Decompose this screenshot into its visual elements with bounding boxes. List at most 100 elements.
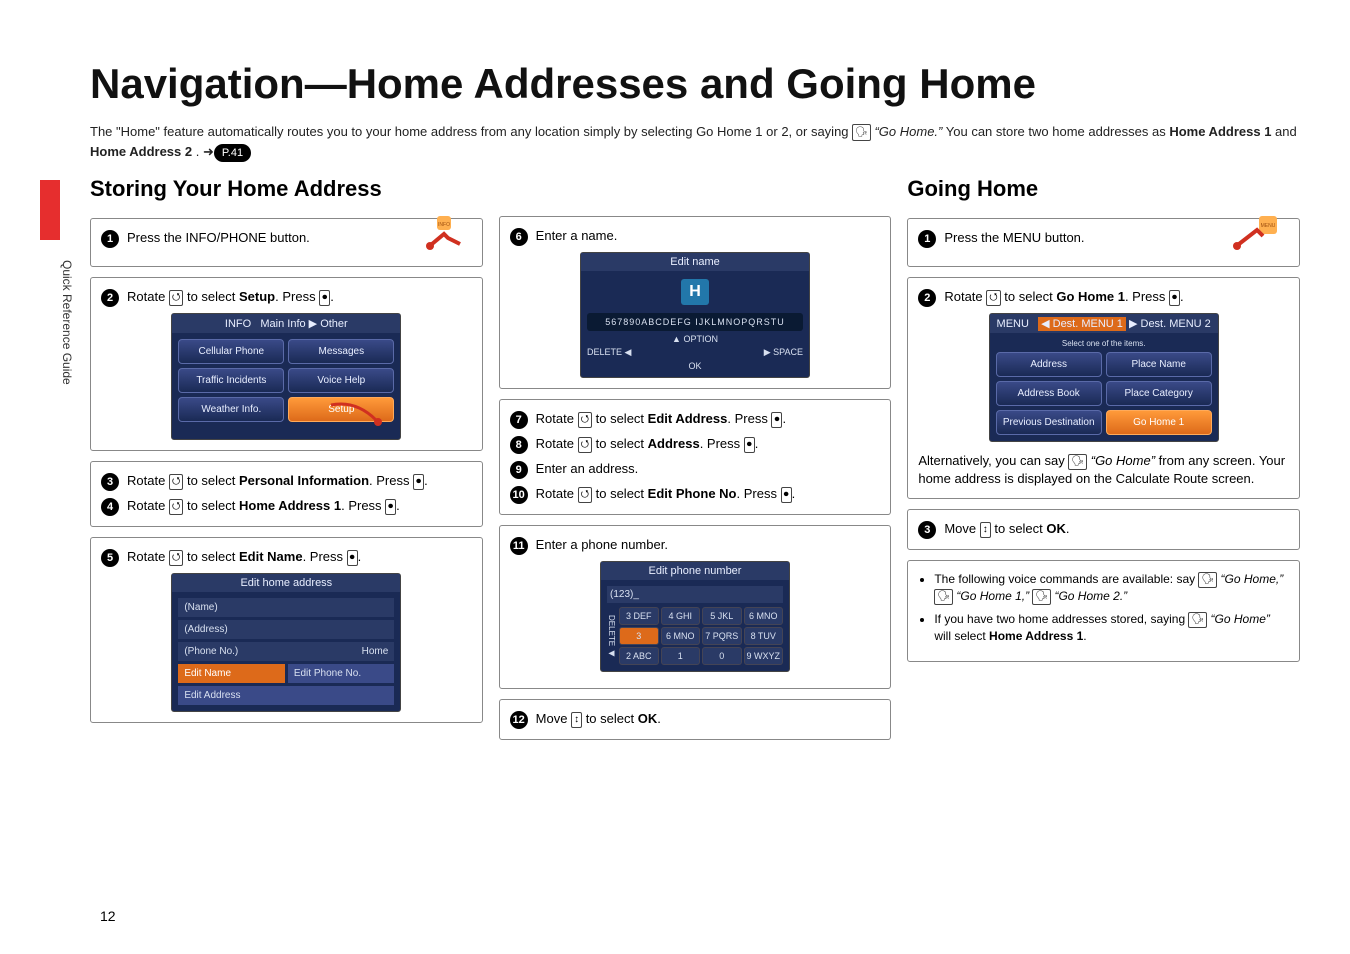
ss-menu-tab-l: ◀ Dest. MENU 1 xyxy=(1038,317,1126,331)
t12a: Move xyxy=(536,711,571,726)
intro-text-2: You can store two home addresses as xyxy=(946,124,1170,139)
dial-button-icon: INFO xyxy=(412,214,472,256)
ss-menu-tab-r: ▶ Dest. MENU 2 xyxy=(1129,318,1211,330)
step-text-6: Enter a name. xyxy=(536,227,881,245)
step-box-3-4: 3 Rotate ⭯ to select Personal Informatio… xyxy=(90,461,483,527)
voice-icon: 🗣 xyxy=(934,589,953,605)
column-storing: Storing Your Home Address 1 Press the IN… xyxy=(90,176,483,740)
n1v3: “Go Home 2.” xyxy=(1054,589,1127,603)
gh-step-text-3: Move ↕ to select OK. xyxy=(944,520,1289,538)
going-home-heading: Going Home xyxy=(907,176,1300,202)
ss-phone-delete: DELETE ◀ xyxy=(607,607,616,665)
intro-text-1: The "Home" feature automatically routes … xyxy=(90,124,852,139)
n1v2: “Go Home 1,” xyxy=(956,589,1029,603)
ss-btn-weather: Weather Info. xyxy=(178,397,284,422)
t7b: to select xyxy=(592,411,648,426)
move-icon: ↕ xyxy=(980,522,991,538)
t8c: Address xyxy=(648,436,700,451)
rotate-icon: ⭯ xyxy=(578,412,592,428)
key: 6 MNO xyxy=(661,627,701,645)
edit-home-screenshot: Edit home address (Name) (Address) (Phon… xyxy=(171,573,401,712)
t3d: . Press xyxy=(369,473,413,488)
step-text-7: Rotate ⭯ to select Edit Address. Press ⏺… xyxy=(536,410,881,428)
t10d: . Press xyxy=(737,486,781,501)
ss-btn-prevdest: Previous Destination xyxy=(996,410,1102,435)
note-item-1: The following voice commands are availab… xyxy=(934,571,1289,605)
gh-step-text-2: Rotate ⭯ to select Go Home 1. Press ⏺. xyxy=(944,288,1289,306)
step-box-5: 5 Rotate ⭯ to select Edit Name. Press ⏺.… xyxy=(90,537,483,723)
column-middle: 6 Enter a name. Edit name H 567890ABCDEF… xyxy=(499,176,892,740)
ss-btn-placename: Place Name xyxy=(1106,352,1212,377)
ss-btn-placecat: Place Category xyxy=(1106,381,1212,406)
press-icon: ⏺ xyxy=(1169,290,1180,306)
step-box-12: 12 Move ↕ to select OK. xyxy=(499,699,892,740)
ss-btn-gohome1: Go Home 1 xyxy=(1106,410,1212,435)
t8a: Rotate xyxy=(536,436,578,451)
step-box-6: 6 Enter a name. Edit name H 567890ABCDEF… xyxy=(499,216,892,389)
t4a: Rotate xyxy=(127,498,169,513)
press-icon: ⏺ xyxy=(413,474,424,490)
key: 7 PQRS xyxy=(702,627,742,645)
step-number-1: 1 xyxy=(101,230,119,248)
step-text-12: Move ↕ to select OK. xyxy=(536,710,881,728)
storing-heading: Storing Your Home Address xyxy=(90,176,483,202)
key: 6 MNO xyxy=(744,607,784,625)
t12b: to select xyxy=(582,711,638,726)
gh-step-box-1: 1 Press the MENU button. MENU xyxy=(907,218,1300,267)
step-text-11: Enter a phone number. xyxy=(536,536,881,554)
t7e: . xyxy=(782,411,786,426)
step-box-2: 2 Rotate ⭯ to select Setup. Press ⏺. INF… xyxy=(90,277,483,451)
gt2c: Go Home 1 xyxy=(1056,289,1125,304)
page-ref-pill: P.41 xyxy=(214,144,251,163)
t5a: Rotate xyxy=(127,549,169,564)
n2b: will select xyxy=(934,629,989,643)
link-arrow-icon: ➜ xyxy=(203,144,214,159)
t2d: . Press xyxy=(275,289,319,304)
t5e: . xyxy=(358,549,362,564)
ss-ok: OK xyxy=(587,361,803,371)
svg-text:INFO: INFO xyxy=(438,222,450,228)
gh-step-number-3: 3 xyxy=(918,521,936,539)
press-icon: ⏺ xyxy=(771,412,782,428)
ss-row-phone: (Phone No.) Home xyxy=(178,642,394,661)
step-number-5: 5 xyxy=(101,549,119,567)
ss-btn-address: Address xyxy=(996,352,1102,377)
side-color-tab xyxy=(40,180,60,240)
t10e: . xyxy=(792,486,796,501)
gh-step-box-2: 2 Rotate ⭯ to select Go Home 1. Press ⏺.… xyxy=(907,277,1300,499)
press-icon: ⏺ xyxy=(744,437,755,453)
voice-icon: 🗣 xyxy=(1032,589,1051,605)
press-icon: ⏺ xyxy=(781,487,792,503)
ss-btn-editphone: Edit Phone No. xyxy=(288,664,395,683)
note-item-2: If you have two home addresses stored, s… xyxy=(934,611,1289,645)
key: 3 DEF xyxy=(619,607,659,625)
gt2e: . xyxy=(1180,289,1184,304)
ss-btn-cellular: Cellular Phone xyxy=(178,339,284,364)
t4b: to select xyxy=(183,498,239,513)
ss-btn-editname: Edit Name xyxy=(178,664,285,683)
columns-container: Storing Your Home Address 1 Press the IN… xyxy=(90,176,1300,740)
step-number-2: 2 xyxy=(101,289,119,307)
intro-voice-1: “Go Home.” xyxy=(874,124,942,139)
side-label: Quick Reference Guide xyxy=(60,260,74,385)
gh-step-number-2: 2 xyxy=(918,289,936,307)
t7a: Rotate xyxy=(536,411,578,426)
svg-text:MENU: MENU xyxy=(1261,223,1276,229)
voice-icon: 🗣 xyxy=(852,124,871,141)
t3c: Personal Information xyxy=(239,473,369,488)
key: 1 xyxy=(661,647,701,665)
rotate-icon: ⭯ xyxy=(169,290,183,306)
gt2a: Rotate xyxy=(944,289,986,304)
ss-delete: DELETE ◀ xyxy=(587,347,631,358)
ss-menu-sub: Select one of the items. xyxy=(996,339,1212,348)
t10b: to select xyxy=(592,486,648,501)
key: 8 TUV xyxy=(744,627,784,645)
t3b: to select xyxy=(183,473,239,488)
t12d: . xyxy=(657,711,661,726)
ss-btn-voicehelp: Voice Help xyxy=(288,368,394,393)
ss-editname-title: Edit name xyxy=(581,253,809,271)
t10c: Edit Phone No xyxy=(648,486,737,501)
edit-name-screenshot: Edit name H 567890ABCDEFG IJKLMNOPQRSTU … xyxy=(580,252,810,378)
n2d: . xyxy=(1083,629,1086,643)
n2c: Home Address 1 xyxy=(989,629,1083,643)
